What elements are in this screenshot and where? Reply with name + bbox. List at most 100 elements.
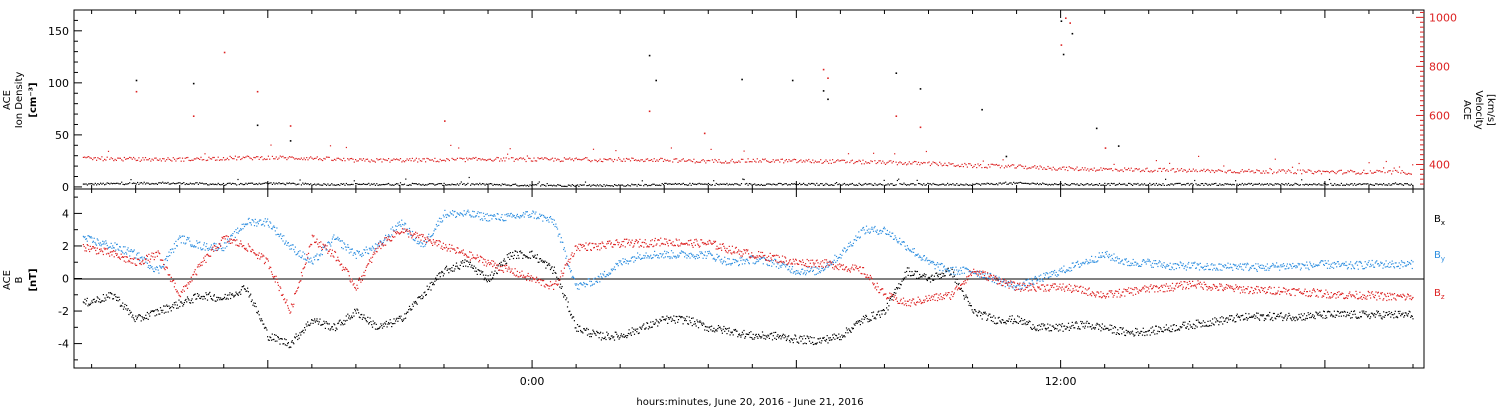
field-point-Bx xyxy=(599,332,601,335)
field-point-Bx xyxy=(1134,334,1136,336)
field-point-Bx xyxy=(1350,310,1352,312)
data-point-0 xyxy=(209,183,211,185)
field-point-By xyxy=(431,235,433,237)
data-point-0 xyxy=(657,184,659,186)
field-point-Bx xyxy=(1267,314,1269,316)
data-point-0 xyxy=(1235,180,1237,182)
data-point-0 xyxy=(140,182,143,184)
data-point-0 xyxy=(838,183,840,185)
field-point-Bx xyxy=(503,258,505,260)
field-point-By xyxy=(807,266,809,269)
data-point-1 xyxy=(352,158,354,160)
field-point-Bx xyxy=(1343,310,1345,312)
field-point-Bx xyxy=(1025,324,1027,326)
data-point-0 xyxy=(735,183,737,185)
field-point-By xyxy=(835,255,838,258)
data-point-1 xyxy=(1270,169,1272,171)
field-point-Bx xyxy=(667,317,669,319)
data-point-1 xyxy=(193,158,195,160)
data-point-0 xyxy=(279,183,281,185)
field-point-Bx xyxy=(1316,314,1319,316)
field-point-Bx xyxy=(948,270,950,272)
data-point-1 xyxy=(274,158,276,160)
data-point-1 xyxy=(755,161,757,163)
spike-point-1 xyxy=(1069,22,1071,24)
data-point-1 xyxy=(522,157,524,159)
field-point-Bx xyxy=(119,305,121,307)
field-point-Bx xyxy=(774,337,776,339)
data-point-0 xyxy=(500,185,502,187)
field-point-Bx xyxy=(1238,315,1240,317)
field-point-Bx xyxy=(126,309,128,311)
data-point-0 xyxy=(676,183,678,185)
data-point-1 xyxy=(1159,167,1161,169)
data-point-1 xyxy=(912,161,914,163)
data-point-0 xyxy=(651,184,653,186)
field-point-By xyxy=(476,212,478,215)
data-point-0 xyxy=(1295,183,1297,185)
field-point-Bx xyxy=(1347,314,1349,316)
field-point-Bx xyxy=(1369,317,1371,320)
field-point-Bx xyxy=(517,254,519,257)
field-point-Bx xyxy=(858,321,860,323)
data-point-0 xyxy=(637,183,639,185)
field-point-By xyxy=(682,251,684,253)
field-point-By xyxy=(559,241,562,243)
field-point-By xyxy=(178,237,180,239)
field-point-Bx xyxy=(731,332,733,334)
field-point-Bx xyxy=(200,296,202,298)
field-point-Bx xyxy=(1050,330,1052,332)
data-point-0 xyxy=(994,183,996,186)
data-point-0 xyxy=(887,183,889,185)
field-point-Bx xyxy=(418,296,421,298)
field-point-Bx xyxy=(866,318,868,320)
field-point-Bx xyxy=(401,319,403,321)
data-point-1 xyxy=(845,162,847,164)
field-point-Bx xyxy=(1391,314,1393,316)
data-point-0 xyxy=(1391,184,1393,186)
field-point-By xyxy=(320,253,322,255)
field-point-Bx xyxy=(1210,325,1212,327)
field-point-Bx xyxy=(228,294,230,296)
field-point-By xyxy=(146,262,148,264)
field-point-Bx xyxy=(1312,314,1314,316)
data-point-0 xyxy=(225,184,227,186)
field-point-Bx xyxy=(849,330,851,332)
data-point-0 xyxy=(669,183,671,185)
field-point-Bx xyxy=(1013,321,1015,323)
field-point-By xyxy=(764,257,766,260)
field-point-Bx xyxy=(529,257,532,259)
field-point-Bx xyxy=(122,308,125,310)
data-point-1 xyxy=(292,157,295,159)
data-point-1 xyxy=(783,162,785,164)
field-point-Bx xyxy=(520,252,522,254)
data-point-1 xyxy=(1369,170,1371,172)
field-point-Bx xyxy=(831,339,833,341)
field-point-Bx xyxy=(726,333,728,335)
field-point-Bx xyxy=(629,333,631,335)
field-point-By xyxy=(691,255,693,257)
field-point-Bx xyxy=(791,338,793,340)
spike-point-0 xyxy=(1062,53,1065,56)
field-point-Bx xyxy=(978,310,980,312)
data-point-0 xyxy=(232,182,234,184)
data-point-1 xyxy=(485,159,487,162)
field-point-Bx xyxy=(1017,315,1019,317)
data-point-0 xyxy=(436,183,439,185)
field-point-Bx xyxy=(1008,318,1010,320)
field-point-By xyxy=(583,283,585,285)
data-point-0 xyxy=(566,185,568,188)
field-point-Bx xyxy=(297,334,300,336)
data-point-0 xyxy=(516,184,518,186)
field-point-By xyxy=(459,212,461,214)
field-point-By xyxy=(116,243,118,246)
field-point-By xyxy=(693,256,695,258)
field-point-Bx xyxy=(781,336,783,338)
field-point-Bx xyxy=(593,332,595,334)
data-point-1 xyxy=(1405,173,1407,175)
field-point-Bx xyxy=(1043,325,1045,327)
field-point-By xyxy=(472,210,474,212)
field-point-Bx xyxy=(145,314,147,316)
field-point-By xyxy=(646,257,648,259)
data-point-1 xyxy=(1117,170,1119,172)
